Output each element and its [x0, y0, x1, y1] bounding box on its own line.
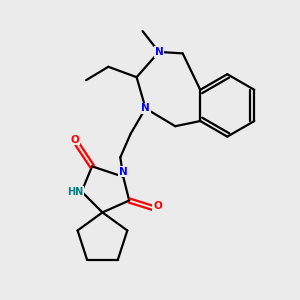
Text: N: N: [119, 167, 128, 177]
Text: N: N: [141, 103, 150, 113]
Text: O: O: [153, 202, 162, 212]
Text: O: O: [70, 135, 79, 145]
Text: N: N: [154, 47, 163, 57]
Text: HN: HN: [67, 187, 83, 196]
